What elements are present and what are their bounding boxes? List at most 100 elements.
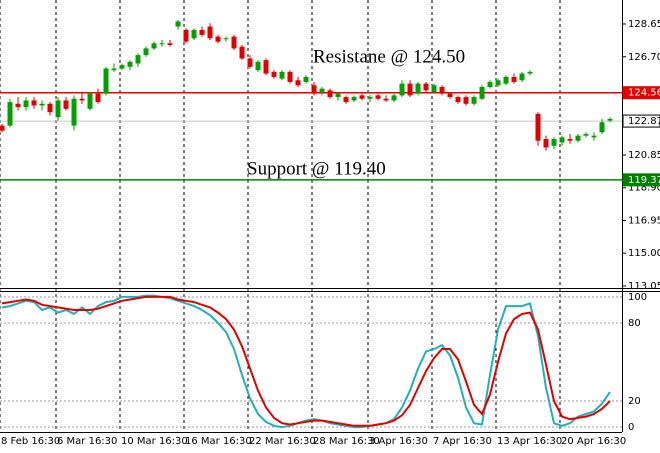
price-label: 122.87: [628, 116, 660, 127]
candle-body: [455, 97, 461, 103]
candle-body: [503, 76, 509, 84]
y-tick-label: 120.85: [628, 150, 660, 161]
annotation: Support @ 119.40: [247, 158, 386, 179]
candle-body: [191, 29, 197, 39]
candle-body: [439, 86, 445, 94]
y-tick-label: 126.70: [628, 52, 660, 63]
x-tick-label: 16 Mar 16:30: [185, 436, 252, 447]
candle-body: [103, 68, 109, 94]
y-tick-label: 116.95: [628, 215, 660, 226]
candle-body: [599, 122, 605, 133]
candle-body: [79, 98, 85, 101]
candle-body: [87, 93, 93, 109]
candle-body: [7, 102, 13, 126]
candle-body: [175, 21, 181, 27]
x-tick-label: 3 Apr 16:30: [369, 436, 428, 447]
candle-body: [63, 100, 69, 109]
candle-body: [519, 73, 525, 81]
candle-body: [367, 97, 373, 99]
candle-body: [383, 98, 389, 101]
y-tick-label: 128.65: [628, 19, 660, 30]
price-label-box: [622, 86, 660, 100]
candle-body: [399, 83, 405, 96]
candle-body: [143, 48, 149, 56]
candle-body: [319, 88, 325, 93]
x-tick-label: 6 Mar 16:30: [57, 436, 117, 447]
candle-body: [415, 83, 421, 94]
candle-body: [71, 98, 77, 126]
candle-body: [263, 60, 269, 74]
candle-body: [55, 100, 61, 118]
candle-body: [375, 95, 381, 99]
candle-body: [119, 65, 125, 69]
y-tick-label: 115.00: [628, 248, 660, 259]
candle-body: [39, 103, 45, 106]
candle-body: [335, 93, 341, 98]
price-label: 124.56: [628, 88, 660, 99]
candle-body: [135, 55, 141, 64]
candle-body: [431, 85, 437, 93]
candle-body: [359, 95, 365, 99]
y-tick-label: 0: [628, 422, 634, 433]
candle-body: [447, 93, 453, 98]
candle-body: [567, 139, 573, 141]
candle-body: [391, 95, 397, 101]
x-tick-label: 13 Apr 16:30: [497, 436, 562, 447]
oscillator-line: [1, 294, 611, 429]
candle-body: [23, 100, 29, 108]
candle-body: [207, 26, 213, 39]
candle-body: [407, 83, 413, 96]
candle-body: [95, 93, 101, 103]
candle-body: [0, 125, 5, 131]
candle-body: [311, 85, 317, 94]
candle-body: [327, 90, 333, 98]
y-tick-label: 20: [628, 396, 641, 407]
candle-body: [151, 43, 157, 49]
candle-body: [183, 29, 189, 42]
candle-body: [583, 134, 589, 136]
candle-body: [351, 97, 357, 101]
candle-body: [551, 139, 557, 146]
candle-body: [463, 97, 469, 104]
candle-body: [231, 36, 237, 49]
candle-body: [15, 103, 21, 108]
price-label: 119.37: [628, 175, 660, 186]
candle-body: [511, 76, 517, 82]
x-tick-label: 8 Feb 16:30: [1, 436, 60, 447]
candle-body: [47, 103, 53, 113]
candle-body: [111, 68, 117, 71]
candle-body: [159, 43, 165, 45]
candle-body: [199, 29, 205, 35]
x-tick-label: 20 Apr 16:30: [561, 436, 626, 447]
x-tick-label: 10 Mar 16:30: [121, 436, 188, 447]
candle-body: [223, 38, 229, 40]
candle-body: [575, 135, 581, 141]
y-tick-label: 113.05: [628, 281, 660, 292]
candle-body: [303, 76, 309, 82]
candle-body: [279, 71, 285, 79]
x-tick-label: 22 Mar 16:30: [249, 436, 316, 447]
x-tick-label: 7 Apr 16:30: [433, 436, 492, 447]
candle-body: [471, 97, 477, 104]
candle-body: [31, 100, 37, 106]
candle-body: [591, 135, 597, 138]
y-tick-label: 80: [628, 318, 641, 329]
candle-body: [487, 81, 493, 87]
y-tick-label: 118.90: [628, 183, 660, 194]
candle-body: [167, 43, 173, 46]
candle-body: [543, 139, 549, 148]
candle-body: [559, 137, 565, 143]
candle-body: [255, 61, 261, 71]
candle-body: [247, 58, 253, 67]
price-label-box: [622, 173, 660, 187]
candle-body: [607, 118, 613, 121]
candle-body: [287, 71, 293, 82]
annotation: Resistane @ 124.50: [313, 46, 465, 67]
y-tick-label: 100: [628, 292, 647, 303]
candle-body: [527, 71, 533, 74]
x-tick-label: 28 Mar 16:30: [313, 436, 380, 447]
candle-body: [215, 36, 221, 42]
candle-body: [271, 71, 277, 77]
candle-body: [479, 86, 485, 99]
